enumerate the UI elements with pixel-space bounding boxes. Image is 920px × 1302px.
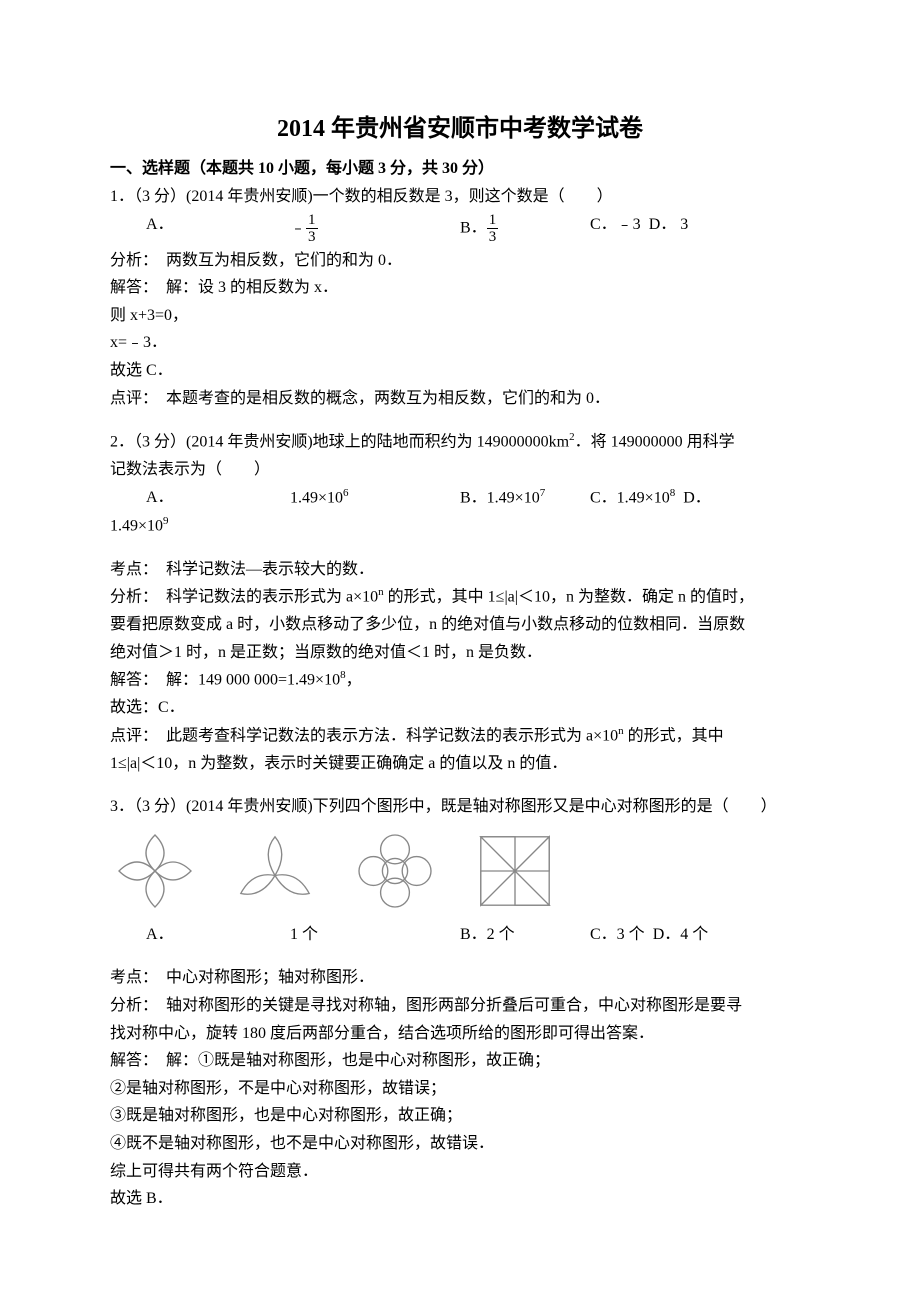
q2-opt-b-label: B．1.49×10 — [460, 489, 540, 506]
q2-review-label: 点评： — [110, 727, 150, 744]
q1-opt-cd: C．﹣3 D． 3 — [590, 212, 810, 246]
q3-figures — [110, 826, 810, 916]
figure-4-pinwheel-icon — [470, 826, 560, 916]
q2-opt-a-label: A． — [110, 485, 290, 511]
q2-opt-d-label: D． — [683, 489, 711, 506]
q1-stem: 1．（3 分）(2014 年贵州安顺)一个数的相反数是 3，则这个数是（ ） — [110, 184, 810, 210]
q3-analysis-1: 分析： 轴对称图形的关键是寻找对称轴，图形两部分折叠后可重合，中心对称图形是要寻 — [110, 993, 810, 1019]
q1-analysis-label: 分析： — [110, 252, 150, 269]
document-title: 2014 年贵州省安顺市中考数学试卷 — [110, 110, 810, 148]
q3-analysis-2: 找对称中心，旋转 180 度后两部分重合，结合选项所给的图形即可得出答案． — [110, 1021, 810, 1047]
q3-opt-a-value: 1 个 — [290, 922, 460, 948]
q2-solve-1b: ， — [346, 672, 362, 689]
q3-stem: 3．（3 分）(2014 年贵州安顺)下列四个图形中，既是轴对称图形又是中心对称… — [110, 794, 810, 820]
q2-opt-b: B．1.49×107 — [460, 485, 590, 511]
q3-topic-text: 中心对称图形；轴对称图形． — [166, 969, 374, 986]
q2-review-1b: 的形式，其中 — [624, 727, 724, 744]
q2-analysis-label: 分析： — [110, 588, 150, 605]
q3-opt-cd: C．3 个 D．4 个 — [590, 922, 810, 948]
q1-opt-a-label: A． — [110, 212, 290, 246]
q1-opt-d: D． 3 — [649, 216, 689, 233]
q2-topic-label: 考点： — [110, 561, 150, 578]
q2-opt-d-val: 1.49×10 — [110, 517, 163, 534]
q3-topic-label: 考点： — [110, 969, 150, 986]
q2-opt-b-sup: 7 — [540, 487, 546, 499]
q3-solve-1: 解答： 解：①既是轴对称图形，也是中心对称图形，故正确； — [110, 1048, 810, 1074]
q2-review-1a: 此题考查科学记数法的表示方法．科学记数法的表示形式为 a×10 — [166, 727, 618, 744]
q1-opt-a-den: 3 — [306, 229, 318, 246]
q2-review-2: 1≤|a|＜10，n 为整数，表示时关键要正确确定 a 的值以及 n 的值． — [110, 751, 810, 777]
q2-opt-a-value: 1.49×106 — [290, 485, 460, 511]
q3-solve-6: 故选 B． — [110, 1186, 810, 1212]
q2-solve-2: 故选：C． — [110, 695, 810, 721]
figure-3-flower-icon — [350, 826, 440, 916]
q1-opt-b: B．13 — [460, 212, 590, 246]
q2-analysis-1a: 科学记数法的表示形式为 a×10 — [166, 588, 378, 605]
q1-solve-label: 解答： — [110, 279, 150, 296]
q1-opt-a-value: ﹣13 — [290, 212, 460, 246]
q3-topic: 考点： 中心对称图形；轴对称图形． — [110, 965, 810, 991]
q2-solve-label: 解答： — [110, 672, 150, 689]
q1-review-label: 点评： — [110, 390, 150, 407]
q3-opt-a-label: A． — [110, 922, 290, 948]
figure-1-four-petal-icon — [110, 826, 200, 916]
q2-opt-a-sup: 6 — [343, 487, 349, 499]
q3-opt-d: D．4 个 — [653, 926, 709, 943]
q2-analysis-1: 分析： 科学记数法的表示形式为 a×10n 的形式，其中 1≤|a|＜10，n … — [110, 584, 810, 610]
q1-opt-a-num: 1 — [306, 212, 318, 230]
q3-analysis-1a: 轴对称图形的关键是寻找对称轴，图形两部分折叠后可重合，中心对称图形是要寻 — [166, 997, 742, 1014]
q2-opt-c-sup: 8 — [670, 487, 676, 499]
q1-review: 点评： 本题考查的是相反数的概念，两数互为相反数，它们的和为 0． — [110, 386, 810, 412]
figure-2-three-petal-icon — [230, 826, 320, 916]
q1-solve-2: 则 x+3=0， — [110, 303, 810, 329]
q3-solve-1a: 解：①既是轴对称图形，也是中心对称图形，故正确； — [166, 1052, 550, 1069]
q2-analysis-2: 要看把原数变成 a 时，小数点移动了多少位，n 的绝对值与小数点移动的位数相同．… — [110, 612, 810, 638]
q1-solve-1: 解答： 解：设 3 的相反数为 x． — [110, 275, 810, 301]
q1-solve-line1: 解：设 3 的相反数为 x． — [166, 279, 338, 296]
q2-review-1: 点评： 此题考查科学记数法的表示方法．科学记数法的表示形式为 a×10n 的形式… — [110, 723, 810, 749]
q3-solve-2: ②是轴对称图形，不是中心对称图形，故错误； — [110, 1076, 810, 1102]
q2-stem-2: 记数法表示为（ ） — [110, 457, 810, 483]
q3-options: A． 1 个 B．2 个 C．3 个 D．4 个 — [110, 922, 810, 948]
q1-solve-3: x=﹣3． — [110, 330, 810, 356]
q2-solve-1a: 解：149 000 000=1.49×10 — [166, 672, 340, 689]
q2-opt-d-line: 1.49×109 — [110, 513, 810, 539]
q3-solve-5: 综上可得共有两个符合题意． — [110, 1159, 810, 1185]
q1-analysis-text: 两数互为相反数，它们的和为 0． — [166, 252, 402, 269]
q1-review-text: 本题考查的是相反数的概念，两数互为相反数，它们的和为 0． — [166, 390, 610, 407]
q2-stem-1: 2．（3 分）(2014 年贵州安顺)地球上的陆地而积约为 149000000k… — [110, 433, 569, 450]
q2-topic: 考点： 科学记数法—表示较大的数． — [110, 557, 810, 583]
q2-opt-a-val: 1.49×10 — [290, 489, 343, 506]
q2-options: A． 1.49×106 B．1.49×107 C．1.49×108 D． — [110, 485, 810, 511]
section-header: 一、选样题（本题共 10 小题，每小题 3 分，共 30 分） — [110, 156, 810, 182]
q1-opt-b-label: B． — [460, 219, 487, 236]
q1-opt-c: C．﹣3 — [590, 216, 641, 233]
q2-opt-cd: C．1.49×108 D． — [590, 485, 810, 511]
q2-stem: 2．（3 分）(2014 年贵州安顺)地球上的陆地而积约为 149000000k… — [110, 429, 810, 455]
q3-solve-label: 解答： — [110, 1052, 150, 1069]
q1-opt-b-num: 1 — [487, 212, 499, 230]
q1-analysis: 分析： 两数互为相反数，它们的和为 0． — [110, 248, 810, 274]
q2-opt-d-sup: 9 — [163, 515, 169, 527]
q1-opt-b-den: 3 — [487, 229, 499, 246]
q3-solve-3: ③既是轴对称图形，也是中心对称图形，故正确； — [110, 1103, 810, 1129]
q2-analysis-3: 绝对值＞1 时，n 是正数；当原数的绝对值＜1 时，n 是负数． — [110, 640, 810, 666]
q2-analysis-1b: 的形式，其中 1≤|a|＜10，n 为整数．确定 n 的值时， — [384, 588, 754, 605]
q2-opt-c-label: C．1.49×10 — [590, 489, 670, 506]
q2-topic-text: 科学记数法—表示较大的数． — [166, 561, 374, 578]
q1-opt-a-prefix: ﹣ — [290, 219, 306, 236]
q3-opt-b: B．2 个 — [460, 922, 590, 948]
q3-solve-4: ④既不是轴对称图形，也不是中心对称图形，故错误． — [110, 1131, 810, 1157]
q3-opt-c: C．3 个 — [590, 926, 645, 943]
q3-analysis-label: 分析： — [110, 997, 150, 1014]
q1-options: A． ﹣13 B．13 C．﹣3 D． 3 — [110, 212, 810, 246]
q1-solve-4: 故选 C． — [110, 358, 810, 384]
q2-stem-1b: ．将 149000000 用科学 — [575, 433, 735, 450]
q2-solve-1: 解答： 解：149 000 000=1.49×108， — [110, 667, 810, 693]
